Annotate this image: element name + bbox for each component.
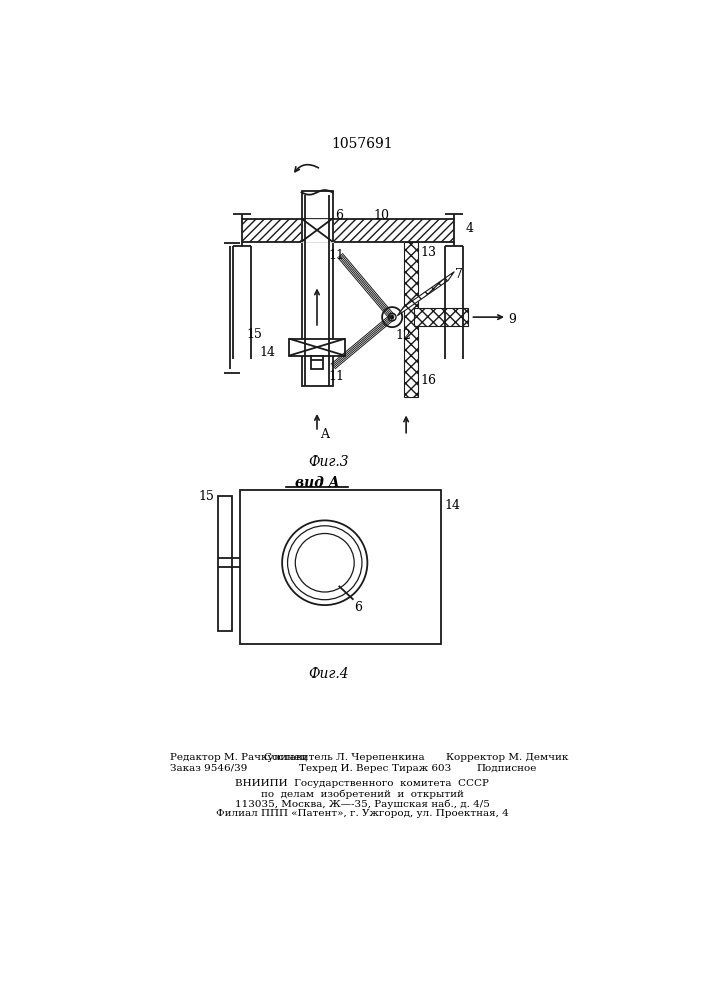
Text: 11: 11 — [329, 370, 345, 383]
Text: Составитель Л. Черепенкина: Составитель Л. Черепенкина — [264, 753, 424, 762]
Bar — [289, 339, 345, 356]
Bar — [240, 490, 441, 644]
Text: Подписное: Подписное — [477, 764, 537, 773]
Bar — [242, 219, 454, 242]
Circle shape — [288, 526, 362, 600]
Circle shape — [382, 307, 402, 327]
Circle shape — [296, 533, 354, 592]
Text: вид A: вид A — [295, 476, 339, 490]
Text: ВНИИПИ  Государственного  комитета  СССР: ВНИИПИ Государственного комитета СССР — [235, 779, 489, 788]
Text: Филиал ППП «Патент», г. Ужгород, ул. Проектная, 4: Филиал ППП «Патент», г. Ужгород, ул. Про… — [216, 809, 508, 818]
Text: Фиг.3: Фиг.3 — [308, 455, 349, 469]
Circle shape — [391, 316, 394, 319]
Text: 12: 12 — [395, 329, 411, 342]
Text: Техред И. Верес: Техред И. Верес — [300, 764, 389, 773]
Text: 1057691: 1057691 — [331, 137, 393, 151]
Text: A: A — [320, 428, 329, 441]
Text: 10: 10 — [373, 209, 390, 222]
Text: 16: 16 — [420, 374, 436, 387]
Text: Заказ 9546/39: Заказ 9546/39 — [170, 764, 247, 773]
Circle shape — [388, 313, 396, 321]
Bar — [300, 219, 333, 242]
Text: 14: 14 — [259, 346, 276, 359]
Text: 11: 11 — [328, 249, 344, 262]
Bar — [301, 191, 332, 386]
Text: Корректор М. Демчик: Корректор М. Демчик — [445, 753, 568, 762]
Text: 15: 15 — [247, 328, 262, 341]
Text: 9: 9 — [508, 313, 516, 326]
Text: 113035, Москва, Ж—-35, Раушская наб., д. 4/5: 113035, Москва, Ж—-35, Раушская наб., д.… — [235, 799, 489, 809]
Bar — [218, 496, 232, 631]
Bar — [404, 242, 418, 397]
Text: 14: 14 — [445, 499, 461, 512]
Circle shape — [282, 520, 368, 605]
Bar — [311, 356, 323, 369]
Text: Редактор М. Рачкулинец: Редактор М. Рачкулинец — [170, 753, 307, 762]
Text: 6: 6 — [354, 601, 362, 614]
Polygon shape — [397, 272, 455, 316]
Text: Тираж 603: Тираж 603 — [392, 764, 451, 773]
Text: 13: 13 — [420, 246, 436, 259]
Text: 6: 6 — [335, 209, 343, 222]
Text: 4: 4 — [466, 222, 474, 235]
Bar — [414, 308, 468, 326]
Text: по  делам  изобретений  и  открытий: по делам изобретений и открытий — [260, 789, 463, 799]
Text: 15: 15 — [198, 490, 214, 503]
Text: 7: 7 — [455, 268, 463, 281]
Text: Фиг.4: Фиг.4 — [308, 667, 349, 681]
